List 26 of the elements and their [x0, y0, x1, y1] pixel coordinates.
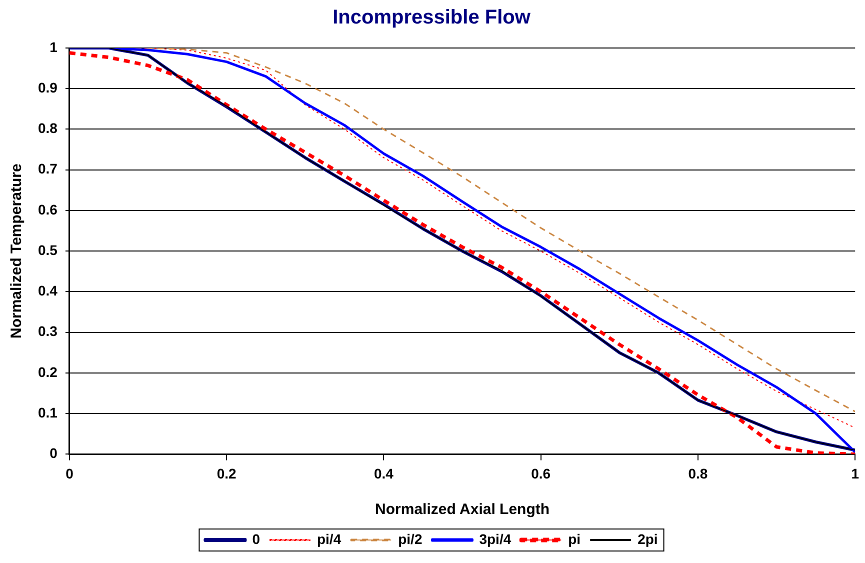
legend-label: pi	[568, 530, 581, 547]
y-tick-label: 0.2	[38, 364, 58, 380]
y-tick-label: 0.4	[38, 282, 58, 299]
legend-label: pi/2	[398, 530, 422, 547]
y-tick-label: 0.9	[38, 79, 58, 96]
y-tick-label: 0.6	[38, 201, 58, 218]
x-tick-label: 0.8	[688, 465, 708, 482]
y-tick-label: 0	[50, 445, 58, 462]
x-axis-title: Normalized Axial Length	[375, 501, 550, 518]
x-tick-label: 1	[851, 465, 860, 482]
y-tick-label: 0.8	[38, 120, 58, 136]
x-tick-label: 0.4	[374, 465, 394, 482]
legend-label: 2pi	[638, 530, 658, 547]
y-axis-title: Normalized Temperature	[8, 164, 26, 338]
x-tick-label: 0	[66, 465, 74, 482]
y-tick-label: 0.1	[38, 404, 58, 420]
y-tick-label: 0.3	[38, 323, 58, 340]
legend-label: pi/4	[316, 530, 342, 547]
y-tick-label: 0.5	[38, 242, 58, 258]
legend-label: 0	[252, 530, 260, 547]
x-tick-label: 0.6	[531, 465, 551, 482]
chart-title: Incompressible Flow	[332, 6, 531, 29]
x-tick-label: 0.2	[216, 465, 237, 482]
y-tick-label: 1	[50, 38, 58, 55]
legend-label: 3pi/4	[479, 530, 512, 547]
y-tick-label: 0.7	[38, 160, 58, 177]
